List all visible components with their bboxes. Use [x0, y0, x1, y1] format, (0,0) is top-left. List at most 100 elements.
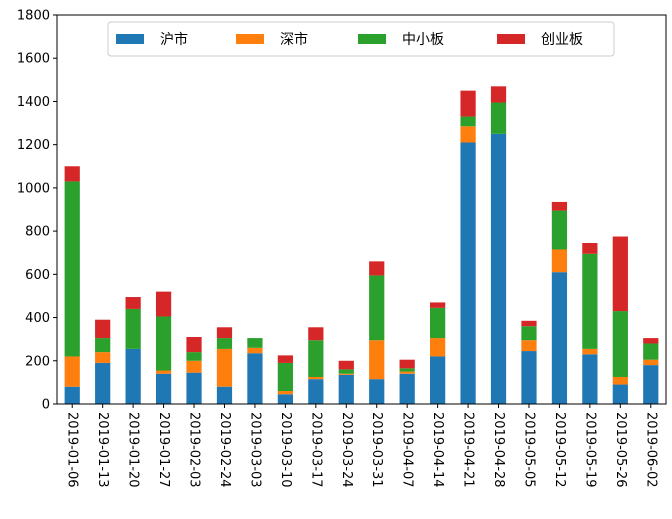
bar-segment [277, 355, 293, 363]
bar-segment [95, 352, 111, 363]
bar-segment [612, 311, 628, 377]
x-tick-label: 2019-01-27 [156, 412, 171, 488]
bar-segment [338, 369, 354, 374]
bar-segment [64, 386, 80, 404]
y-tick-label: 1400 [17, 95, 50, 110]
bar-segment [64, 181, 80, 357]
y-tick-label: 800 [25, 225, 50, 240]
bar-segment [277, 394, 293, 404]
bar-segment [521, 351, 537, 404]
bar-segment [643, 359, 659, 366]
bar-segment [64, 166, 80, 182]
bar-segment [155, 370, 172, 374]
bar-segment [308, 327, 324, 341]
bar-segment [643, 338, 659, 344]
y-tick-label: 0 [42, 398, 50, 413]
bar-segment [125, 297, 141, 309]
bar-segment [277, 391, 293, 395]
bar-segment [430, 338, 446, 357]
bar-segment [643, 343, 659, 360]
legend-label: 创业板 [541, 32, 583, 48]
y-tick-label: 1600 [17, 52, 50, 67]
bar-segment [551, 272, 568, 404]
bar-segment [186, 337, 202, 353]
y-tick-label: 200 [25, 354, 50, 369]
bar-segment [460, 142, 476, 404]
bar-segment [582, 348, 598, 355]
bar-segment [430, 356, 446, 404]
bar-segment [369, 261, 385, 276]
bar-segment [551, 201, 568, 211]
y-tick-label: 1800 [17, 9, 50, 24]
bar-segment [155, 291, 172, 317]
bar-segment [612, 376, 628, 385]
bar-segment [521, 326, 537, 341]
bar-segment [216, 338, 233, 349]
bar-segment [155, 316, 172, 371]
bar-segment [612, 236, 628, 312]
bar-segment [612, 384, 628, 404]
bar-segment [186, 352, 202, 361]
x-tick-label: 2019-02-03 [187, 412, 202, 488]
bar-segment [490, 102, 507, 134]
bar-segment [399, 359, 415, 369]
x-tick-label: 2019-02-24 [217, 412, 232, 488]
y-tick-label: 1000 [17, 181, 50, 196]
bar-segment [216, 327, 233, 339]
x-tick-label: 2019-03-24 [339, 412, 354, 488]
bar-segment [551, 210, 568, 250]
plot-frame [56, 14, 667, 405]
legend: 沪市 深市 中小板 创业板 [107, 21, 615, 57]
bar-segment [125, 348, 141, 404]
bar-segment [247, 347, 263, 354]
bar-segment [399, 371, 415, 374]
x-tick-label: 2019-01-06 [65, 412, 80, 488]
legend-label: 中小板 [402, 32, 444, 48]
bar-segment [247, 353, 263, 404]
bar-segment [338, 373, 354, 375]
legend-label: 沪市 [160, 31, 188, 48]
x-tick-label: 2019-05-19 [582, 412, 597, 488]
bar-segment [125, 308, 141, 349]
bar-segment [490, 133, 507, 404]
x-tick-label: 2019-04-21 [461, 412, 476, 488]
legend-swatch [497, 34, 525, 44]
bar-segment [521, 320, 537, 327]
y-tick-label: 400 [25, 311, 50, 326]
bar-segment [521, 340, 537, 352]
bar-segment [551, 249, 568, 273]
bar-segment [490, 86, 507, 103]
x-tick-label: 2019-03-03 [247, 412, 262, 488]
x-tick-label: 2019-06-02 [643, 412, 658, 488]
x-tick-label: 2019-01-13 [95, 412, 110, 488]
x-tick-label: 2019-04-14 [430, 412, 445, 488]
bar-segment [95, 319, 111, 339]
x-tick-label: 2019-05-05 [521, 412, 536, 488]
bar-segment [155, 373, 172, 404]
bar-segment [308, 376, 324, 380]
bar-segment [643, 365, 659, 404]
bar-segment [277, 362, 293, 392]
bar-segment [369, 275, 385, 341]
x-tick-label: 2019-05-26 [613, 412, 628, 488]
bar-segment [64, 356, 80, 387]
bars-layer [64, 86, 659, 404]
legend-swatch [358, 34, 386, 44]
bar-segment [95, 338, 111, 353]
bar-segment [338, 374, 354, 404]
bar-segment [216, 386, 233, 404]
x-tick-label: 2019-03-31 [369, 412, 384, 488]
bar-segment [582, 242, 598, 254]
x-tick-label: 2019-03-10 [278, 412, 293, 488]
bar-segment [308, 379, 324, 404]
legend-swatch [116, 34, 144, 44]
y-tick-label: 600 [25, 268, 50, 283]
bar-segment [399, 373, 415, 404]
y-axis: 0 200 400 600 800 1000 1200 1400 1600 1800 [17, 9, 57, 413]
bar-segment [186, 372, 202, 404]
x-tick-label: 2019-01-20 [126, 412, 141, 488]
legend-label: 深市 [280, 31, 308, 48]
bar-segment [582, 354, 598, 404]
legend-swatch [236, 34, 264, 44]
bar-segment [369, 379, 385, 404]
